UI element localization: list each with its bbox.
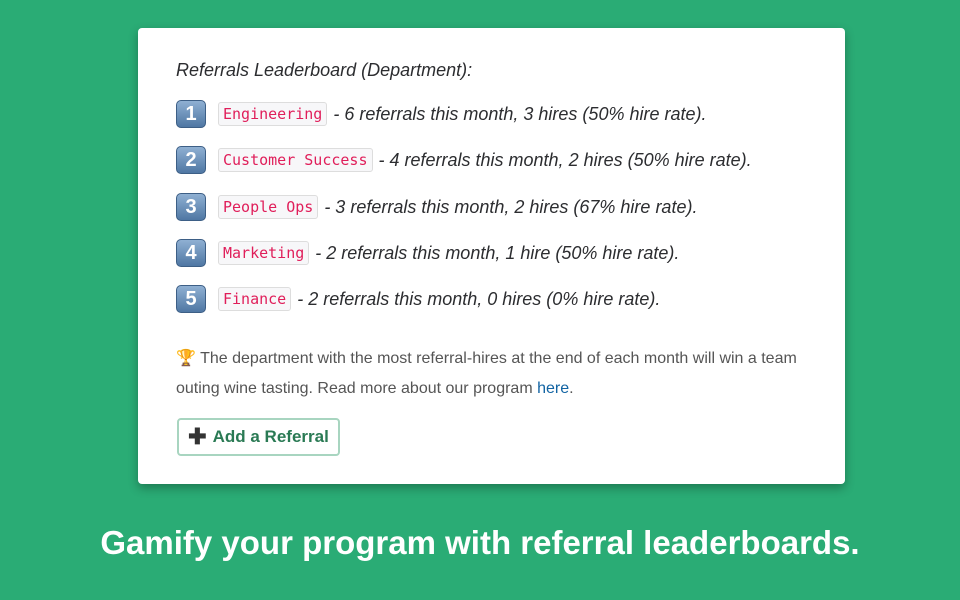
rank-2-icon: 2 <box>176 146 206 174</box>
leaderboard-card: Referrals Leaderboard (Department): 1 Eng… <box>138 28 845 484</box>
row-stats: - 2 referrals this month, 1 hire (50% hi… <box>315 242 680 263</box>
rank-5-icon: 5 <box>176 285 206 313</box>
row-stats: - 4 referrals this month, 2 hires (50% h… <box>378 149 752 170</box>
department-name: Customer Success <box>218 148 373 172</box>
leaderboard-row: 1 Engineering - 6 referrals this month, 3 … <box>176 100 706 128</box>
department-name: Finance <box>218 287 292 311</box>
rank-3-icon: 3 <box>176 193 206 221</box>
trophy-icon: 🏆 <box>176 350 196 367</box>
note-text: The department with the most referral-hi… <box>176 350 797 397</box>
add-referral-button[interactable]: ✚ Add a Referral <box>177 418 340 456</box>
row-stats: - 2 referrals this month, 0 hires (0% hi… <box>297 288 661 309</box>
row-stats: - 3 referrals this month, 2 hires (67% h… <box>324 196 698 217</box>
department-name: People Ops <box>218 195 319 219</box>
note-end: . <box>569 380 574 397</box>
rank-1-icon: 1 <box>176 100 206 128</box>
add-referral-label: Add a Referral <box>212 427 329 446</box>
row-stats: - 6 referrals this month, 3 hires (50% h… <box>333 103 707 124</box>
here-link[interactable]: here <box>537 380 570 397</box>
leaderboard-row: 3 People Ops - 3 referrals this month, 2 h… <box>176 193 697 221</box>
leaderboard-title: Referrals Leaderboard (Department): <box>176 60 473 80</box>
department-name: Engineering <box>218 102 328 126</box>
leaderboard-row: 5 Finance - 2 referrals this month, 0 hire… <box>176 285 660 313</box>
caption: Gamify your program with referral leader… <box>100 524 860 561</box>
rank-4-icon: 4 <box>176 239 206 267</box>
program-note: 🏆 The department with the most referral-… <box>176 344 826 404</box>
department-name: Marketing <box>218 241 310 265</box>
plus-icon: ✚ <box>188 424 207 449</box>
leaderboard-row: 4 Marketing - 2 referrals this month, 1 hi… <box>176 239 679 267</box>
leaderboard-row: 2 Customer Success - 4 referrals this mont… <box>176 146 752 174</box>
